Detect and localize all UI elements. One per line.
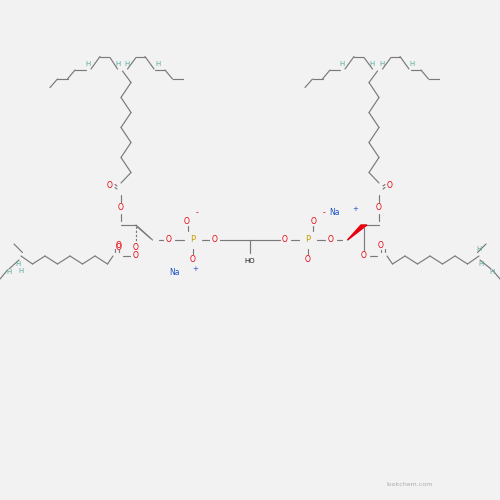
- Text: H: H: [115, 61, 120, 67]
- Text: H: H: [339, 61, 344, 67]
- Text: O: O: [116, 242, 122, 250]
- Text: H: H: [476, 246, 482, 252]
- Text: O: O: [376, 203, 382, 212]
- Text: H: H: [380, 61, 385, 67]
- Text: H: H: [478, 261, 484, 267]
- Text: O: O: [212, 236, 218, 244]
- Text: O: O: [116, 243, 122, 252]
- Text: O: O: [282, 236, 288, 244]
- Text: +: +: [192, 266, 198, 272]
- Text: HO: HO: [244, 258, 256, 264]
- Text: O: O: [107, 182, 113, 190]
- Text: Na: Na: [170, 268, 180, 277]
- Text: O: O: [304, 254, 310, 264]
- Text: H: H: [125, 61, 130, 67]
- Text: P: P: [190, 236, 195, 244]
- Text: lookchem.com: lookchem.com: [387, 482, 433, 488]
- Text: O: O: [361, 252, 367, 260]
- Text: -: -: [322, 208, 325, 217]
- Text: -: -: [195, 208, 198, 217]
- Text: H: H: [370, 61, 375, 67]
- Text: O: O: [133, 243, 139, 252]
- Text: O: O: [190, 254, 196, 264]
- Text: Na: Na: [330, 208, 340, 217]
- Text: O: O: [166, 236, 172, 244]
- Text: O: O: [328, 236, 334, 244]
- Text: O: O: [310, 216, 316, 226]
- Text: H: H: [15, 261, 20, 267]
- Text: +: +: [352, 206, 358, 212]
- Text: P: P: [305, 236, 310, 244]
- Text: H: H: [490, 270, 495, 276]
- Text: O: O: [387, 182, 393, 190]
- Text: O: O: [118, 203, 124, 212]
- Text: H: H: [6, 270, 12, 276]
- Text: O: O: [184, 216, 190, 226]
- Text: O: O: [133, 252, 139, 260]
- Polygon shape: [348, 225, 367, 240]
- Text: H: H: [18, 268, 24, 274]
- Text: H: H: [410, 61, 415, 67]
- Text: O: O: [378, 242, 384, 250]
- Text: H: H: [85, 61, 90, 67]
- Text: H: H: [155, 61, 160, 67]
